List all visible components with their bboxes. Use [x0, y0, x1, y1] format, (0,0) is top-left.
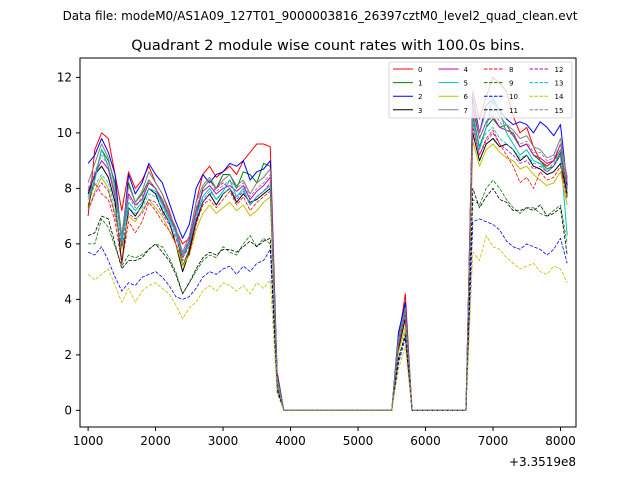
y-tick-label-8: 8: [64, 181, 72, 195]
x-tick-label-7000: 7000: [478, 434, 509, 448]
series-line-8: [87, 124, 568, 411]
x-tick-label-2000: 2000: [140, 434, 171, 448]
legend-label-12: 12: [555, 66, 564, 74]
y-tick-label-6: 6: [64, 237, 72, 251]
x-axis-offset-label: +3.3519e8: [509, 455, 576, 469]
x-axis-ticks: 1000 2000 3000 4000 5000 6000 7000 8000: [73, 427, 576, 448]
series-line-1: [87, 115, 568, 411]
series-line-7: [87, 101, 568, 411]
axes-frame: [79, 57, 577, 428]
legend-label-3: 3: [418, 107, 422, 115]
y-tick-label-2: 2: [64, 348, 72, 362]
x-tick-label-5000: 5000: [343, 434, 374, 448]
x-tick-label-1000: 1000: [73, 434, 104, 448]
x-tick-label-3000: 3000: [208, 434, 239, 448]
legend-label-1: 1: [418, 80, 422, 88]
series-line-12: [87, 127, 568, 411]
series-line-5: [87, 96, 568, 411]
series-line-14: [87, 235, 568, 411]
legend-label-15: 15: [555, 107, 564, 115]
series-line-6: [87, 140, 568, 411]
legend-label-5: 5: [464, 80, 468, 88]
legend-box: [388, 61, 573, 119]
legend-label-11: 11: [509, 107, 518, 115]
series-line-13: [87, 121, 568, 411]
series-line-15: [87, 110, 568, 411]
x-tick-label-4000: 4000: [275, 434, 306, 448]
series-line-2: [87, 96, 568, 411]
y-tick-label-10: 10: [57, 126, 72, 140]
legend-label-0: 0: [418, 66, 422, 74]
legend-label-2: 2: [418, 93, 422, 101]
legend-label-7: 7: [464, 107, 468, 115]
legend-label-8: 8: [509, 66, 513, 74]
y-axis-ticks: 0 2 4 6 8 10 12: [57, 70, 80, 417]
legend-label-10: 10: [509, 93, 518, 101]
legend-label-9: 9: [509, 80, 513, 88]
chart-suptitle: Data file: modeM0/AS1A09_127T01_90000038…: [63, 9, 578, 23]
series-line-11: [87, 187, 568, 411]
series-line-9: [88, 179, 568, 411]
y-tick-label-12: 12: [57, 70, 72, 84]
legend-label-6: 6: [464, 93, 469, 101]
x-tick-label-6000: 6000: [410, 434, 441, 448]
x-tick-label-8000: 8000: [545, 434, 576, 448]
y-tick-label-4: 4: [64, 292, 72, 306]
legend-label-4: 4: [464, 66, 469, 74]
plot-area: [87, 76, 568, 411]
legend-label-14: 14: [555, 93, 564, 101]
series-line-3: [87, 132, 568, 411]
legend-label-13: 13: [555, 80, 564, 88]
series-line-0: [87, 76, 568, 411]
y-tick-label-0: 0: [64, 403, 72, 417]
chart-title: Quadrant 2 module wise count rates with …: [131, 38, 525, 54]
series-line-4: [87, 107, 568, 411]
